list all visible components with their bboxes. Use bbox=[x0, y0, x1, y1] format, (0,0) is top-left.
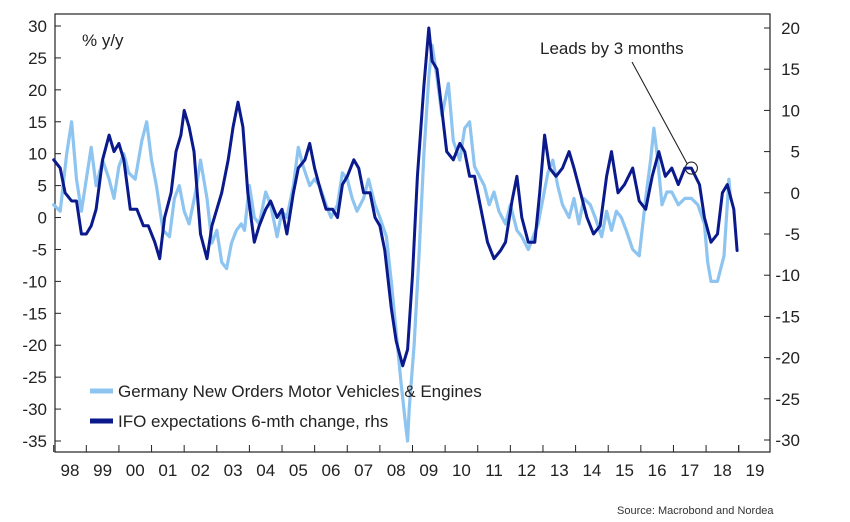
x-tick-label: 01 bbox=[158, 461, 177, 480]
x-tick-label: 12 bbox=[517, 461, 536, 480]
x-tick-label: 10 bbox=[452, 461, 471, 480]
right-tick-label: -20 bbox=[775, 349, 800, 368]
right-axis-ticks: 20 15 10 5 0 -5 -10 -15 -20 -25 -30 bbox=[764, 19, 800, 450]
left-axis-ticks: 30 25 20 15 10 5 0 -5 -10 -15 -20 -25 -30 -35 bbox=[22, 17, 61, 451]
right-tick-label: -25 bbox=[775, 390, 800, 409]
right-tick-label: -30 bbox=[775, 431, 800, 450]
left-tick-label: -15 bbox=[22, 304, 47, 323]
right-tick-label: 5 bbox=[791, 143, 800, 162]
left-tick-label: 15 bbox=[28, 113, 47, 132]
series-line-ifo bbox=[52, 26, 739, 368]
annotation-text: Leads by 3 months bbox=[540, 39, 684, 58]
right-tick-label: -15 bbox=[775, 307, 800, 326]
x-tick-label: 03 bbox=[224, 461, 243, 480]
right-tick-label: 15 bbox=[781, 60, 800, 79]
x-tick-label: 98 bbox=[61, 461, 80, 480]
left-tick-label: 20 bbox=[28, 81, 47, 100]
left-tick-label: 30 bbox=[28, 17, 47, 36]
x-tick-label: 14 bbox=[582, 461, 601, 480]
left-tick-label: -25 bbox=[22, 368, 47, 387]
x-tick-label: 04 bbox=[256, 461, 275, 480]
x-tick-label: 07 bbox=[354, 461, 373, 480]
left-tick-label: 10 bbox=[28, 145, 47, 164]
series-line-new-orders bbox=[52, 43, 733, 443]
legend-label-orders: Germany New Orders Motor Vehicles & Engi… bbox=[118, 382, 482, 401]
left-tick-label: -30 bbox=[22, 400, 47, 419]
x-tick-label: 00 bbox=[126, 461, 145, 480]
legend-label-ifo: IFO expectations 6-mth change, rhs bbox=[118, 412, 388, 431]
series-lines bbox=[52, 26, 739, 443]
right-tick-label: 0 bbox=[791, 184, 800, 203]
x-tick-label: 18 bbox=[713, 461, 732, 480]
left-tick-label: -10 bbox=[22, 272, 47, 291]
x-axis-ticks: 98 99 00 01 02 03 04 05 06 07 08 09 10 11 12 13 14 15 16 17… bbox=[53, 445, 765, 480]
source-note: Source: Macrobond and Nordea bbox=[617, 505, 774, 517]
left-tick-label: -20 bbox=[22, 336, 47, 355]
left-tick-label: 5 bbox=[38, 177, 47, 196]
x-tick-label: 16 bbox=[648, 461, 667, 480]
annotation-marker bbox=[684, 161, 698, 175]
right-tick-label: -5 bbox=[785, 225, 800, 244]
x-tick-label: 05 bbox=[289, 461, 308, 480]
x-tick-label: 02 bbox=[191, 461, 210, 480]
x-tick-label: 06 bbox=[321, 461, 340, 480]
x-tick-label: 09 bbox=[419, 461, 438, 480]
x-tick-label: 11 bbox=[485, 461, 503, 480]
x-tick-label: 19 bbox=[746, 461, 765, 480]
x-tick-label: 99 bbox=[93, 461, 112, 480]
x-tick-label: 13 bbox=[550, 461, 569, 480]
left-tick-label: -35 bbox=[22, 432, 47, 451]
legend: Germany New Orders Motor Vehicles & Engi… bbox=[90, 382, 482, 431]
left-axis-label: % y/y bbox=[82, 31, 124, 50]
right-tick-label: 20 bbox=[781, 19, 800, 38]
right-tick-label: 10 bbox=[781, 101, 800, 120]
annotation: Leads by 3 months bbox=[540, 39, 698, 175]
x-tick-label: 08 bbox=[387, 461, 406, 480]
plot-frame bbox=[54, 13, 771, 453]
x-tick-label: 17 bbox=[680, 461, 699, 480]
left-tick-label: 25 bbox=[28, 49, 47, 68]
annotation-arrow bbox=[631, 61, 688, 165]
left-tick-label: -5 bbox=[32, 240, 47, 259]
x-tick-label: 15 bbox=[615, 461, 634, 480]
left-tick-label: 0 bbox=[38, 209, 47, 228]
right-tick-label: -10 bbox=[775, 266, 800, 285]
